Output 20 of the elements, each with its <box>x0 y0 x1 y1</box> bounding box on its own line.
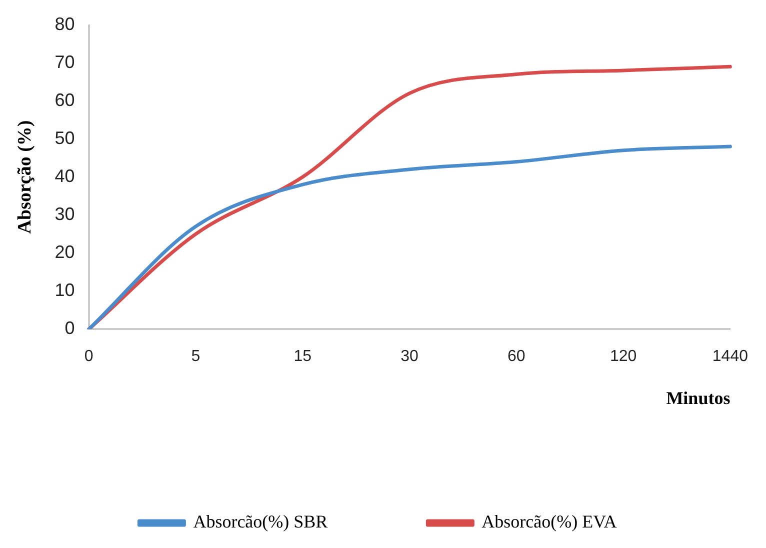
x-tick-label: 30 <box>400 348 419 366</box>
x-tick-label: 60 <box>508 348 526 366</box>
y-tick-label: 30 <box>54 204 75 224</box>
y-tick-label: 70 <box>54 52 75 72</box>
x-tick-label: 5 <box>191 348 200 366</box>
y-tick-label: 80 <box>54 14 75 34</box>
x-tick-label: 120 <box>610 348 637 366</box>
x-tick-label: 15 <box>294 348 312 366</box>
y-tick-label: 0 <box>64 318 75 338</box>
y-tick-label: 50 <box>54 128 75 148</box>
x-tick-label: 1440 <box>712 348 748 366</box>
legend-label: Absorcão(%) SBR <box>193 512 328 532</box>
y-tick-label: 40 <box>54 166 75 186</box>
x-tick-label: 0 <box>84 348 94 366</box>
legend-label: Absorcão(%) EVA <box>482 512 617 532</box>
x-axis-title: Minutos <box>666 388 730 408</box>
y-tick-label: 60 <box>54 90 75 110</box>
y-axis-title: Absorção (%) <box>14 120 36 234</box>
y-tick-label: 10 <box>54 280 75 300</box>
y-tick-label: 20 <box>54 242 75 262</box>
